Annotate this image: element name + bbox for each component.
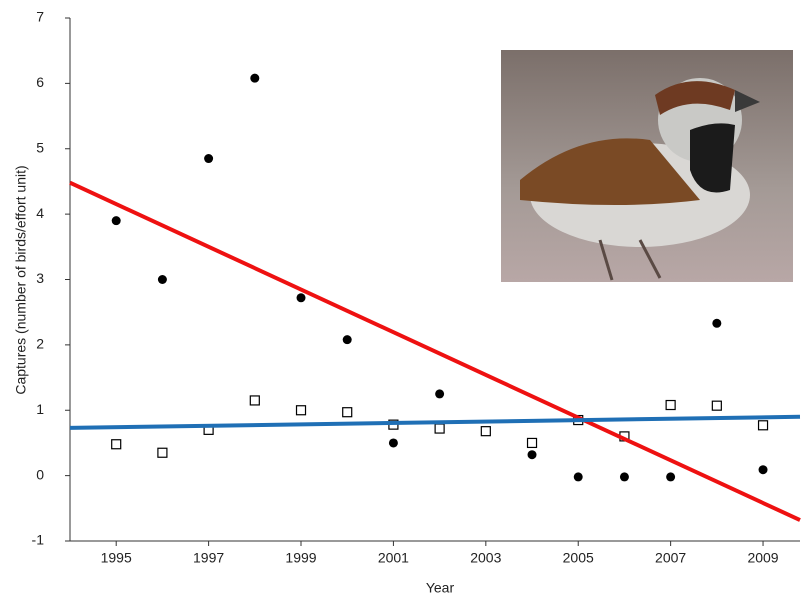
filled-point: [204, 154, 213, 163]
photo: [501, 50, 793, 282]
y-tick-label: 1: [36, 401, 44, 417]
x-tick-label: 1997: [193, 550, 224, 566]
y-tick-label: 0: [36, 466, 44, 482]
x-tick-label: 2005: [563, 550, 594, 566]
filled-point: [112, 216, 121, 225]
open-square-point: [250, 396, 259, 405]
x-tick-label: 1999: [285, 550, 316, 566]
chart: Year Captures (number of birds/effort un…: [0, 0, 803, 597]
filled-point: [297, 293, 306, 302]
y-tick-label: -1: [32, 532, 45, 548]
open-square-point: [759, 421, 768, 430]
x-tick-label: 1995: [101, 550, 132, 566]
open-square-point: [343, 408, 352, 417]
open-square-point: [666, 401, 675, 410]
x-tick-label: 2009: [747, 550, 778, 566]
filled-point: [666, 472, 675, 481]
filled-point: [343, 335, 352, 344]
filled-point: [250, 74, 259, 83]
open-square-point: [481, 427, 490, 436]
y-axis-title: Captures (number of birds/effort unit): [13, 165, 29, 394]
x-tick-label: 2003: [470, 550, 501, 566]
x-axis-title: Year: [426, 580, 455, 596]
open-square-point: [435, 424, 444, 433]
filled-point: [158, 275, 167, 284]
y-tick-label: 4: [36, 205, 44, 221]
y-tick-label: 7: [36, 9, 44, 25]
y-tick-label: 5: [36, 139, 44, 155]
open-square-point: [528, 438, 537, 447]
y-tick-label: 6: [36, 74, 44, 90]
filled-point: [620, 472, 629, 481]
filled-point: [435, 389, 444, 398]
filled-point: [528, 450, 537, 459]
open-square-point: [712, 401, 721, 410]
x-tick-label: 2007: [655, 550, 686, 566]
filled-point: [712, 319, 721, 328]
filled-point: [389, 438, 398, 447]
filled-point: [759, 465, 768, 474]
open-square-point: [112, 440, 121, 449]
open-square-point: [158, 448, 167, 457]
page: Year Captures (number of birds/effort un…: [0, 0, 803, 597]
x-tick-label: 2001: [378, 550, 409, 566]
open-square-point: [297, 406, 306, 415]
y-tick-label: 2: [36, 336, 44, 352]
filled-point: [574, 472, 583, 481]
y-tick-label: 3: [36, 270, 44, 286]
